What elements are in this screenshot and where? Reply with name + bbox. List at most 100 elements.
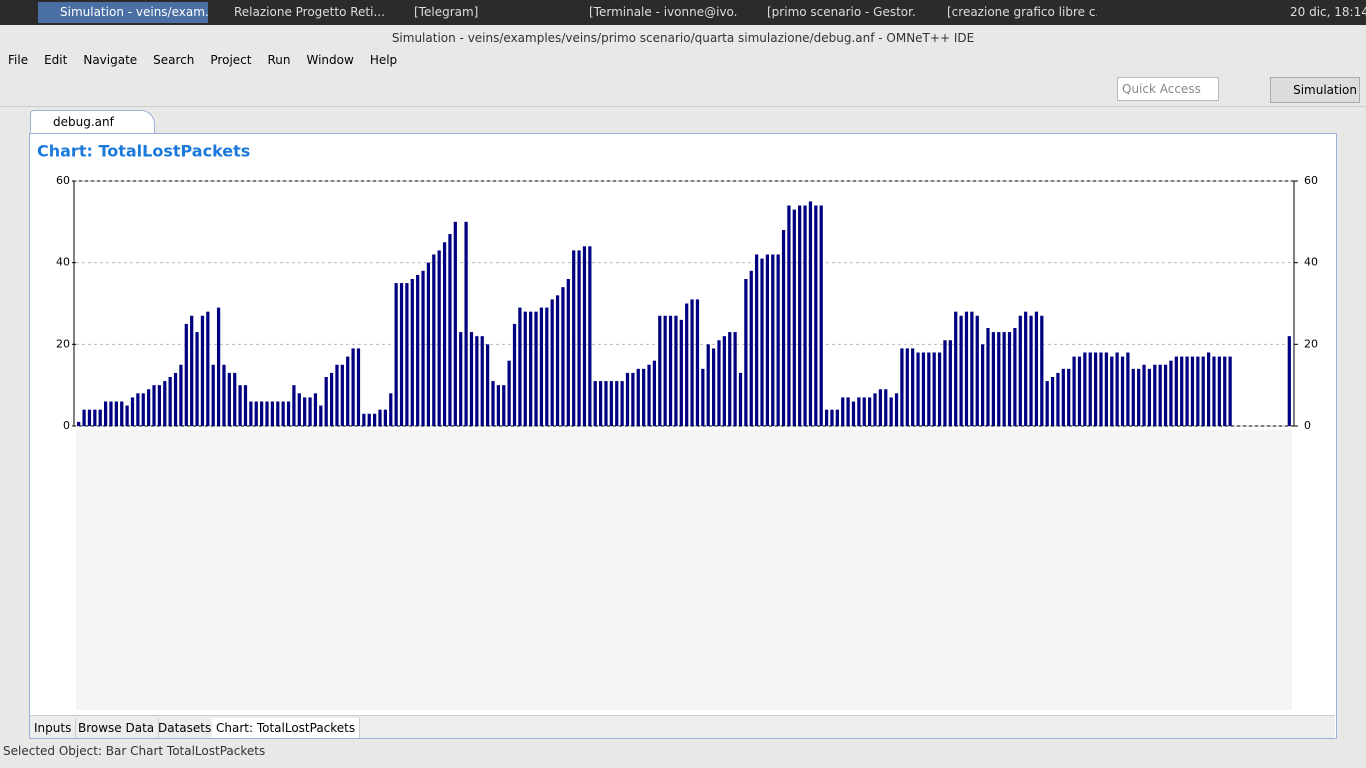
bar <box>448 234 452 426</box>
bottom-tab[interactable]: Datasets <box>154 718 217 738</box>
menu-item[interactable]: File <box>8 53 29 67</box>
taskbar-item[interactable]: Relazione Progetto Reti... <box>234 5 384 19</box>
bottom-tabs: Inputs Browse Data Datasets Chart: TotalLos… <box>30 715 1335 738</box>
taskbar: Simulation - veins/exam... Relazione Prog… <box>0 0 1366 25</box>
quick-access[interactable]: Quick Access <box>1117 77 1219 101</box>
bar <box>383 409 387 426</box>
perspective-button[interactable]: Simulation <box>1270 77 1360 103</box>
bar <box>706 344 710 426</box>
bar <box>453 221 457 426</box>
bar <box>609 381 613 426</box>
bar <box>1034 311 1039 426</box>
menu-item[interactable]: Window <box>306 53 354 67</box>
bar <box>964 311 969 426</box>
bar <box>1072 356 1076 426</box>
menu-item[interactable]: Navigate <box>83 53 138 67</box>
y2-tick-label: 40 <box>1304 256 1318 269</box>
taskbar-item[interactable]: [primo scenario - Gestor... <box>767 5 917 19</box>
taskbar-item[interactable]: [Telegram] <box>414 5 479 19</box>
bar <box>480 336 484 426</box>
bar <box>136 393 140 426</box>
bar <box>1217 356 1221 426</box>
menu-item[interactable]: Help <box>369 53 398 67</box>
bottom-tab[interactable]: Chart: TotalLostPackets <box>212 718 361 738</box>
bar <box>642 368 646 426</box>
bar <box>1045 381 1049 426</box>
bar <box>588 246 592 426</box>
bar <box>362 413 366 426</box>
bar <box>243 385 248 426</box>
bar <box>814 205 818 426</box>
bar <box>1212 356 1216 426</box>
menu-item[interactable]: Search <box>153 53 195 67</box>
menu-item[interactable]: Project <box>210 53 252 67</box>
bar <box>437 250 441 426</box>
bar <box>1110 356 1114 426</box>
bar <box>889 397 893 426</box>
bar <box>1040 315 1044 426</box>
bar <box>1093 352 1098 426</box>
bar <box>82 409 86 426</box>
bar <box>432 254 436 426</box>
bar <box>1180 356 1184 426</box>
bar <box>717 340 721 426</box>
bar <box>87 409 92 426</box>
bar <box>109 401 113 426</box>
bar <box>738 372 743 426</box>
bar <box>819 205 823 426</box>
menu-item[interactable]: Edit <box>44 53 68 67</box>
bar <box>367 413 371 426</box>
menu-item[interactable]: Run <box>267 53 291 67</box>
taskbar-item[interactable]: [creazione grafico libre c... <box>947 5 1097 19</box>
bar <box>1228 356 1232 426</box>
bar <box>98 409 102 426</box>
bar <box>932 352 936 426</box>
bar <box>1061 368 1065 426</box>
bar <box>1067 368 1071 426</box>
clock: 20 dic, 18:14 <box>1290 5 1366 19</box>
bar <box>803 205 807 426</box>
bar <box>416 274 420 426</box>
bar <box>771 254 775 426</box>
bar <box>534 311 538 426</box>
bar <box>1002 332 1006 426</box>
bar <box>550 299 554 426</box>
bar <box>577 250 581 426</box>
bar <box>356 348 361 426</box>
bar <box>959 315 963 426</box>
bar <box>841 397 845 426</box>
bar <box>690 299 694 426</box>
bar <box>389 393 393 426</box>
editor-tab[interactable]: debug.anf <box>30 110 155 133</box>
bar <box>781 230 786 426</box>
bar <box>147 389 151 426</box>
taskbar-item[interactable]: Simulation - veins/exam... <box>38 2 208 23</box>
bar <box>744 279 748 426</box>
bar <box>765 254 770 426</box>
bar <box>555 295 560 426</box>
bar <box>157 385 162 426</box>
bar <box>523 311 527 426</box>
bar <box>507 360 511 426</box>
bar <box>265 401 269 426</box>
bar <box>862 397 866 426</box>
y-tick-label: 40 <box>56 256 70 269</box>
bar <box>572 250 576 426</box>
bottom-tab[interactable]: Browse Data <box>74 718 160 738</box>
bar <box>1153 364 1157 426</box>
bar <box>238 385 242 426</box>
bar <box>975 315 979 426</box>
bar <box>77 421 81 426</box>
bar <box>120 401 124 426</box>
bar <box>125 405 129 426</box>
bar <box>227 372 231 426</box>
bottom-tab[interactable]: Inputs <box>30 718 77 738</box>
taskbar-item[interactable]: [Terminale - ivonne@ivo... <box>589 5 737 19</box>
bar <box>1018 315 1022 426</box>
bar <box>685 303 689 426</box>
chart-title: Chart: TotalLostPackets <box>37 142 250 161</box>
bar <box>496 385 500 426</box>
bar <box>184 323 188 426</box>
bar <box>749 270 753 426</box>
bar <box>130 397 135 426</box>
